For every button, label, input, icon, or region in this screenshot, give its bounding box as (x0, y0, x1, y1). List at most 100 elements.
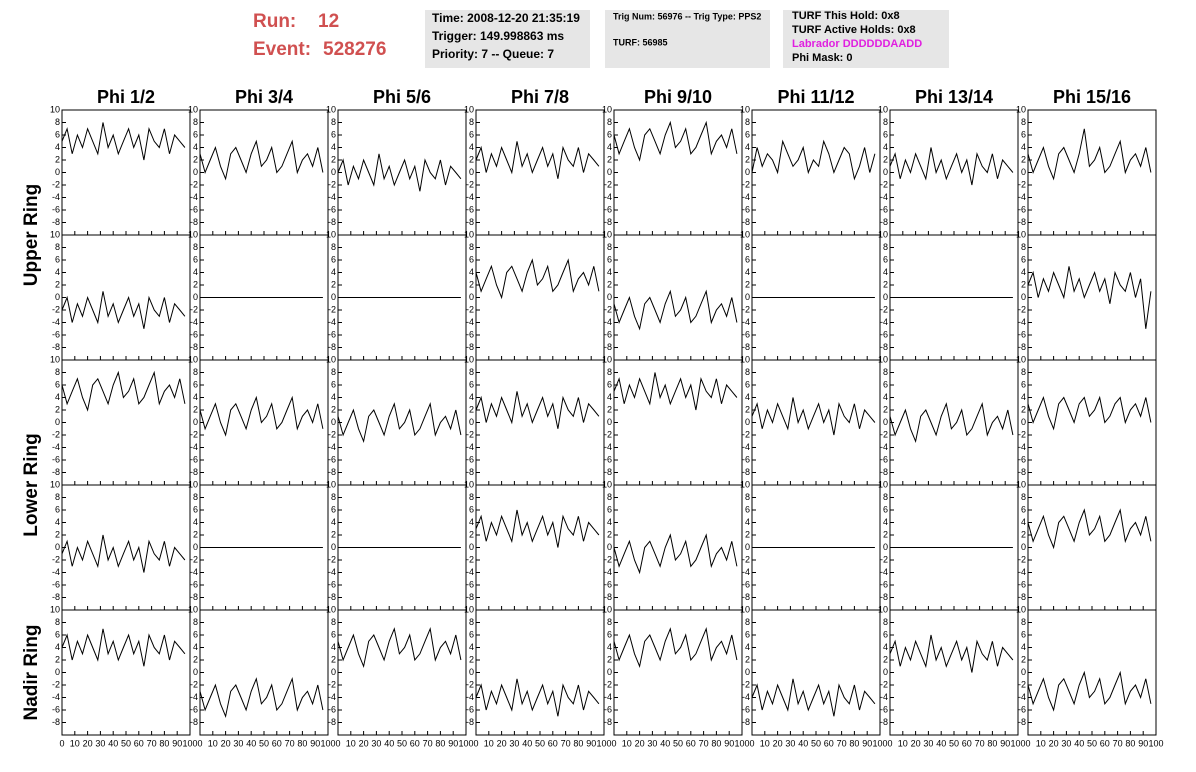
y-tick-label: -4 (742, 317, 750, 327)
x-tick-label: 40 (660, 738, 670, 748)
x-tick-label: 40 (384, 738, 394, 748)
x-tick-label: 80 (987, 738, 997, 748)
x-tick-label: 10 (346, 738, 356, 748)
y-tick-label: 6 (883, 254, 888, 264)
y-tick-label: 2 (193, 529, 198, 539)
run-label: Run: (253, 11, 296, 32)
y-tick-label: -6 (604, 454, 612, 464)
x-tick-label: 60 (272, 738, 282, 748)
y-tick-label: 8 (745, 492, 750, 502)
y-tick-label: -4 (880, 192, 888, 202)
y-tick-label: -4 (604, 192, 612, 202)
y-tick-label: -6 (742, 454, 750, 464)
y-tick-label: 8 (55, 617, 60, 627)
x-tick-label: 50 (121, 738, 131, 748)
y-tick-label: 0 (1021, 667, 1026, 677)
y-tick-label: 8 (607, 617, 612, 627)
y-tick-label: 0 (745, 667, 750, 677)
x-tick-label: 10 (622, 738, 632, 748)
y-tick-label: 10 (1016, 104, 1026, 114)
y-tick-label: -2 (1018, 179, 1026, 189)
waveform (475, 391, 600, 429)
y-tick-label: 0 (331, 667, 336, 677)
y-tick-label: 0 (745, 417, 750, 427)
x-tick-label: 80 (159, 738, 169, 748)
y-tick-label: 0 (1021, 417, 1026, 427)
time: Time: 2008-12-20 21:35:19 (432, 11, 580, 25)
y-tick-label: -2 (52, 304, 60, 314)
x-tick-label: 20 (497, 738, 507, 748)
panel-frame (475, 109, 605, 236)
y-tick-label: -4 (190, 192, 198, 202)
y-tick-label: 0 (607, 417, 612, 427)
y-tick-label: -6 (880, 579, 888, 589)
x-tick-label: 30 (647, 738, 657, 748)
y-tick-label: 8 (745, 242, 750, 252)
x-tick-label: 90 (310, 738, 320, 748)
y-tick-label: -4 (466, 317, 474, 327)
y-tick-label: 2 (883, 404, 888, 414)
panel-frame (751, 109, 881, 236)
y-tick-label: -8 (466, 592, 474, 602)
y-tick-label: 2 (1021, 279, 1026, 289)
y-tick-label: 10 (1016, 354, 1026, 364)
x-tick-label: 40 (798, 738, 808, 748)
y-tick-label: -2 (1018, 554, 1026, 564)
y-tick-label: 8 (55, 492, 60, 502)
y-tick-label: 2 (469, 654, 474, 664)
y-tick-label: -8 (1018, 592, 1026, 602)
y-tick-label: 0 (883, 167, 888, 177)
column-header: Phi 15/16 (1053, 87, 1131, 107)
y-tick-label: -8 (880, 467, 888, 477)
y-tick-label: -8 (52, 592, 60, 602)
waveform (61, 122, 186, 161)
x-tick-label: 90 (1000, 738, 1010, 748)
y-tick-label: 0 (883, 292, 888, 302)
y-tick-label: 2 (607, 279, 612, 289)
y-tick-label: 6 (1021, 129, 1026, 139)
x-tick-label: 90 (724, 738, 734, 748)
info-box (605, 10, 770, 68)
y-tick-label: -2 (1018, 429, 1026, 439)
y-tick-label: -6 (52, 204, 60, 214)
y-tick-label: 0 (193, 167, 198, 177)
y-tick-label: 4 (55, 642, 60, 652)
y-tick-label: 8 (331, 242, 336, 252)
y-tick-label: -2 (466, 179, 474, 189)
y-tick-label: 10 (1016, 229, 1026, 239)
x-tick-label: 10 (760, 738, 770, 748)
y-tick-label: -2 (190, 179, 198, 189)
y-tick-label: -8 (52, 217, 60, 227)
y-tick-label: -8 (52, 717, 60, 727)
x-tick-label: 30 (233, 738, 243, 748)
y-tick-label: -2 (190, 679, 198, 689)
column-header: Phi 5/6 (373, 87, 431, 107)
y-tick-label: -8 (604, 467, 612, 477)
y-tick-label: 2 (607, 404, 612, 414)
y-tick-label: 4 (331, 517, 336, 527)
y-tick-label: 8 (745, 617, 750, 627)
y-tick-label: 0 (745, 167, 750, 177)
y-tick-label: 10 (602, 604, 612, 614)
x-tick-label: 80 (1125, 738, 1135, 748)
y-tick-label: 8 (193, 117, 198, 127)
y-tick-label: -6 (1018, 329, 1026, 339)
y-tick-label: 2 (883, 279, 888, 289)
y-tick-label: 4 (607, 267, 612, 277)
y-tick-label: 6 (1021, 629, 1026, 639)
y-tick-label: 0 (55, 167, 60, 177)
x-tick-label: 20 (83, 738, 93, 748)
y-tick-label: -8 (190, 467, 198, 477)
y-tick-label: 6 (1021, 379, 1026, 389)
waveform (751, 139, 876, 181)
y-tick-label: -6 (190, 579, 198, 589)
y-tick-label: -4 (190, 317, 198, 327)
y-tick-label: -6 (1018, 704, 1026, 714)
panel-frame (199, 359, 329, 486)
y-tick-label: -4 (190, 442, 198, 452)
y-tick-label: -4 (52, 567, 60, 577)
y-tick-label: 4 (1021, 267, 1026, 277)
y-tick-label: 4 (469, 267, 474, 277)
y-tick-label: 10 (50, 104, 60, 114)
y-tick-label: 0 (55, 417, 60, 427)
